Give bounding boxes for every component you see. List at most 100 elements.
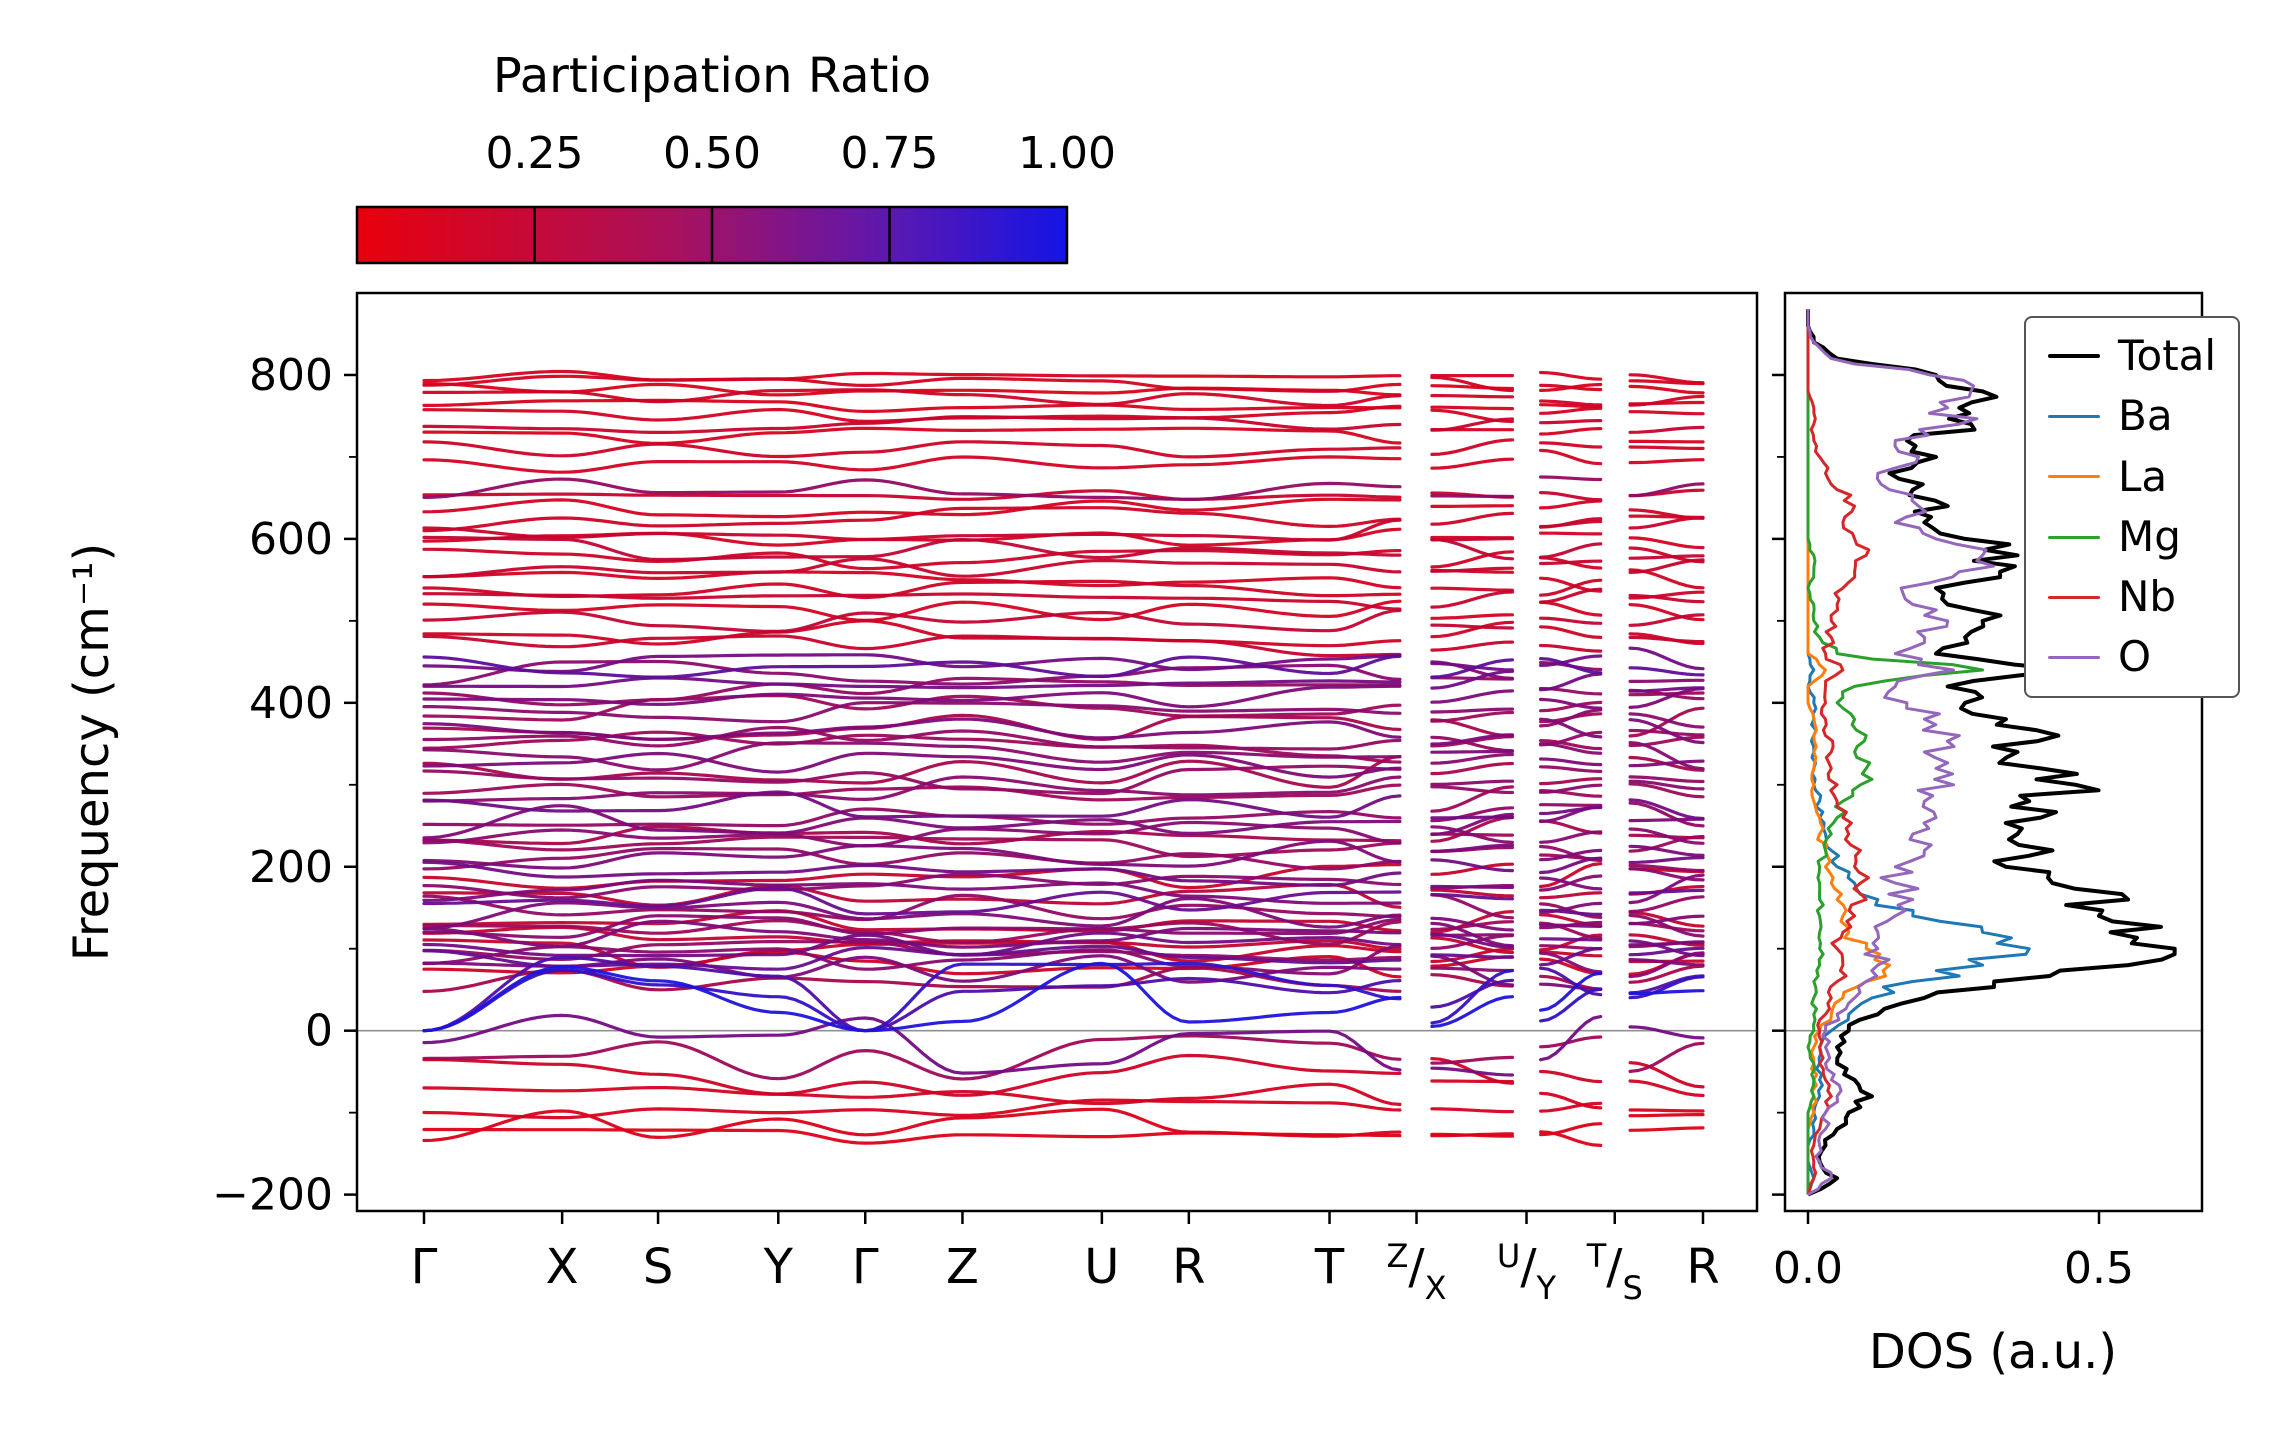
band-line [1430, 761, 1515, 776]
band-line [1430, 405, 1515, 411]
band-line [1628, 740, 1705, 771]
band-line [1430, 457, 1515, 470]
band-line [1538, 491, 1603, 502]
band-line [1628, 975, 1705, 1000]
band-line [1430, 586, 1515, 592]
band-line [1538, 951, 1603, 974]
band-line [1538, 448, 1603, 466]
kpoint-label: Γ [852, 1239, 879, 1295]
band-line [1538, 625, 1603, 640]
band-line [1538, 1101, 1603, 1113]
band-line [422, 654, 1402, 679]
legend-line-swatch [2048, 414, 2100, 418]
band-line [1430, 936, 1515, 955]
kpoint-label: Z/X [1386, 1237, 1446, 1307]
band-line [1430, 806, 1515, 823]
band-line [1628, 439, 1705, 444]
band-line [1628, 666, 1705, 677]
band-line [1628, 1126, 1705, 1132]
band-line [1628, 989, 1705, 996]
band-line [422, 872, 1402, 900]
band-line [1628, 801, 1705, 828]
band-line [1430, 375, 1515, 393]
kpoint-label: Γ [411, 1239, 438, 1295]
kpoint-label: X [546, 1239, 579, 1295]
band-line [1430, 640, 1515, 652]
band-line [422, 860, 1402, 887]
kpoint-label: T/S [1586, 1237, 1643, 1307]
band-line [1430, 1055, 1515, 1065]
band-line [1538, 499, 1603, 510]
band-line [422, 725, 1402, 751]
band-line [422, 535, 1402, 562]
band-line [1538, 441, 1603, 449]
band-line [1430, 710, 1515, 723]
y-tick-label: 600 [249, 514, 333, 565]
y-axis-label: Frequency (cm⁻¹) [64, 542, 120, 962]
band-line [1538, 383, 1603, 392]
band-line [1430, 735, 1515, 753]
band-line [422, 846, 1402, 871]
band-line [422, 455, 1402, 474]
dos-x-tick-label: 0.0 [1773, 1243, 1843, 1294]
band-line [1430, 620, 1515, 639]
band-line [1430, 932, 1515, 949]
y-tick-label: 0 [305, 1006, 333, 1057]
y-tick-label: 400 [249, 678, 333, 729]
band-line [1628, 410, 1705, 416]
kpoint-label: R [1172, 1239, 1205, 1295]
band-line [422, 1082, 1402, 1107]
band-line [1538, 399, 1603, 407]
band-line [1628, 957, 1705, 967]
dos-curve-o [1806, 309, 1995, 1196]
band-line [1430, 884, 1515, 890]
band-line [1538, 902, 1603, 920]
band-line [1430, 779, 1515, 787]
dos-curve-nb [1806, 309, 1871, 1196]
band-line [1628, 712, 1705, 729]
band-line [1538, 982, 1603, 992]
legend-entry-ba: Ba [2048, 391, 2216, 441]
band-line [1628, 646, 1705, 671]
dos-curve-mg [1806, 309, 1985, 1195]
band-line [1538, 923, 1603, 929]
band-line [1538, 427, 1603, 436]
band-line [1628, 775, 1705, 784]
band-line [1538, 578, 1603, 597]
band-line [1538, 757, 1603, 767]
band-line [1430, 511, 1515, 526]
colorbar-tick-label: 1.00 [1018, 128, 1116, 179]
band-line [1538, 742, 1603, 755]
band-line [1430, 892, 1515, 901]
legend-entry-total: Total [2048, 331, 2217, 380]
band-line [1430, 862, 1515, 876]
band-line [1628, 1079, 1705, 1098]
band-line [422, 676, 1402, 690]
band-line [1538, 777, 1603, 786]
band-line [1430, 978, 1515, 1009]
band-line [1538, 517, 1603, 529]
legend-label: Ba [2118, 391, 2173, 441]
band-line [1538, 406, 1603, 415]
band-line [1628, 946, 1705, 957]
band-line [1430, 953, 1515, 959]
band-line [1430, 733, 1515, 746]
band-line [422, 599, 1402, 623]
band-line [1628, 1041, 1705, 1074]
band-line [1430, 909, 1515, 934]
band-line [1430, 494, 1515, 499]
band-line [1628, 554, 1705, 560]
band-line [1628, 1112, 1705, 1118]
band-line [1538, 950, 1603, 958]
dos-legend: Total Ba La Mg Nb O [2024, 316, 2241, 698]
legend-label: Total [2118, 331, 2217, 380]
band-line [1430, 566, 1515, 573]
band-line [1430, 707, 1515, 714]
band-line [1628, 779, 1705, 791]
band-line [1430, 858, 1515, 873]
band-line [1628, 379, 1705, 386]
band-axes-frame [355, 291, 1759, 1213]
band-line [1538, 908, 1603, 917]
band-line [1628, 718, 1705, 745]
band-line [422, 764, 1402, 796]
